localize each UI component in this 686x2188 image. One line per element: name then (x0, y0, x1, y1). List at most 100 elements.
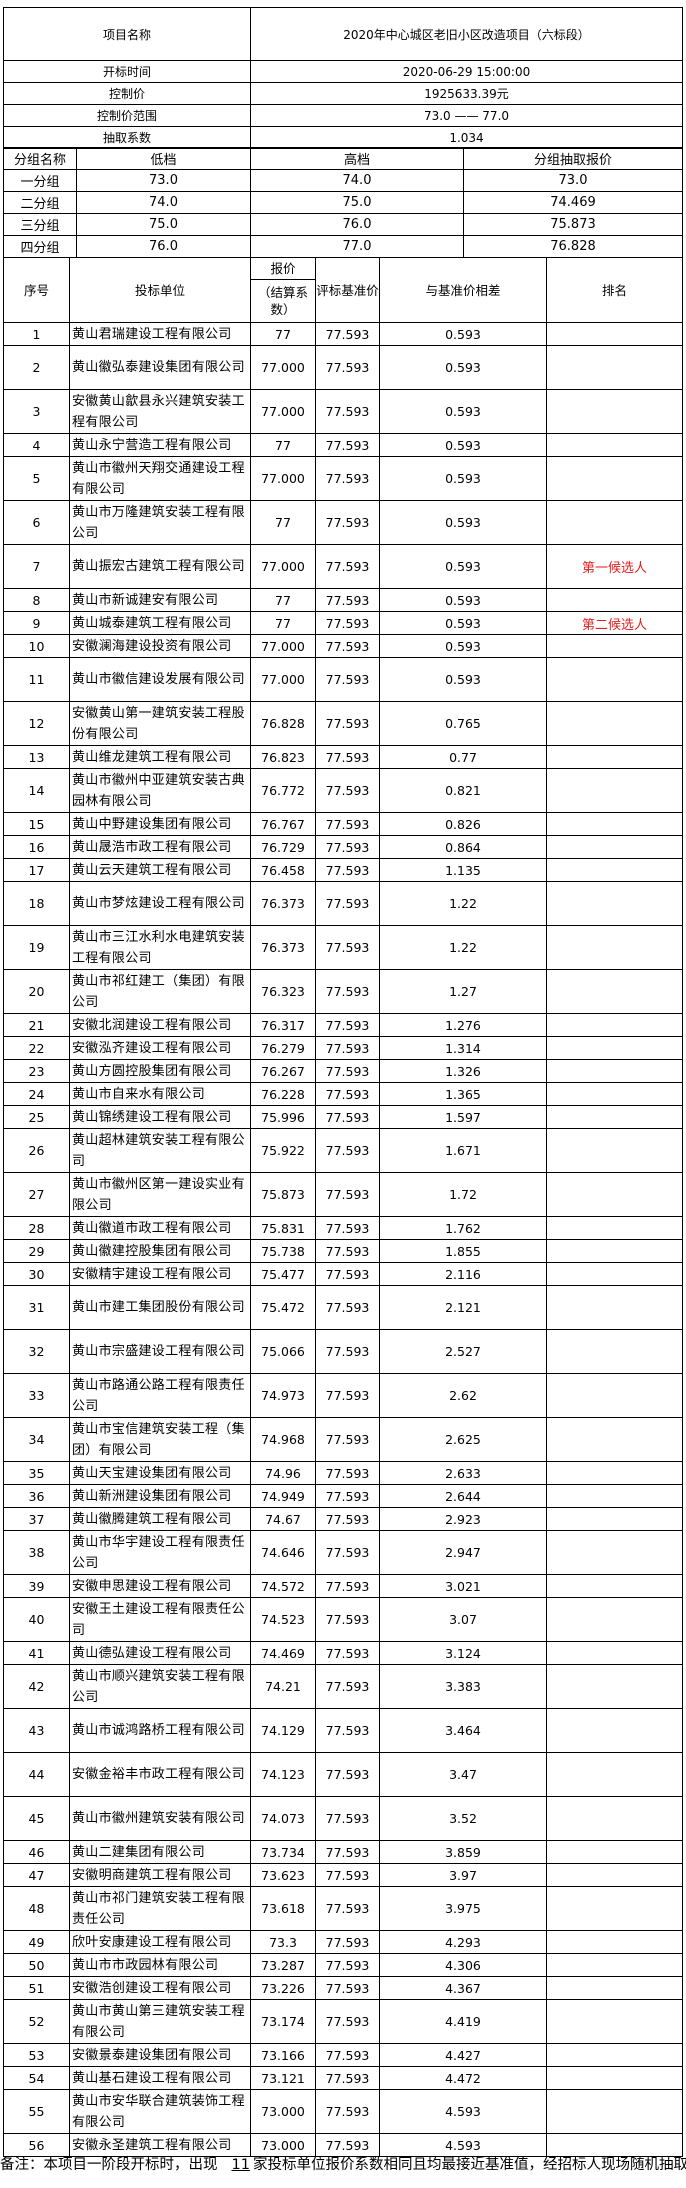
company-cell: 安徽浩创建设工程有限公司 (69, 1976, 251, 2000)
base-price-cell: 77.593 (315, 1863, 380, 1887)
difference-cell: 0.593 (379, 433, 547, 457)
difference-cell: 4.593 (379, 2133, 547, 2157)
base-price-cell: 77.593 (315, 1285, 380, 1330)
rank-cell (546, 1976, 683, 2000)
difference-cell: 1.365 (379, 1082, 547, 1106)
seq-cell: 23 (3, 1059, 70, 1083)
rank-cell (546, 1597, 683, 1642)
price-cell: 74.67 (250, 1507, 316, 1531)
difference-cell: 0.765 (379, 701, 547, 746)
seq-cell: 29 (3, 1239, 70, 1263)
company-cell: 黄山市市政园林有限公司 (69, 1953, 251, 1977)
rank-cell (546, 1417, 683, 1462)
price-cell: 77 (250, 322, 316, 346)
rank-cell: 第二候选人 (546, 611, 683, 635)
rank-cell (546, 701, 683, 746)
difference-cell: 0.593 (379, 588, 547, 612)
rank-cell (546, 1036, 683, 1060)
table-row: 54 黄山基石建设工程有限公司 73.121 77.593 4.472 (3, 2066, 683, 2090)
price-cell: 74.96 (250, 1461, 316, 1485)
company-cell: 黄山徽建控股集团有限公司 (69, 1239, 251, 1263)
low-tier: 74.0 (76, 191, 251, 214)
difference-cell: 2.923 (379, 1507, 547, 1531)
rank-cell (546, 389, 683, 434)
price-cell: 77.000 (250, 456, 316, 501)
base-price-cell: 77.593 (315, 588, 380, 612)
footnote-prefix: 备注：本项目一阶段开标时，出现 (0, 2157, 218, 2173)
price-cell: 75.066 (250, 1329, 316, 1374)
seq-cell: 2 (3, 345, 70, 390)
company-cell: 安徽王土建设工程有限责任公司 (69, 1597, 251, 1642)
table-row: 19 黄山市三江水利水电建筑安装工程有限公司 76.373 77.593 1.22 (3, 925, 683, 970)
base-price-cell: 77.593 (315, 1105, 380, 1129)
rank-cell (546, 1796, 683, 1841)
rank-cell (546, 1216, 683, 1240)
difference-cell: 0.593 (379, 500, 547, 545)
price-range-label: 控制价范围 (3, 104, 251, 127)
seq-cell: 36 (3, 1484, 70, 1508)
company-cell: 黄山市徽州中亚建筑安装古典园林有限公司 (69, 768, 251, 813)
company-cell: 安徽黄山歙县永兴建筑安装工程有限公司 (69, 389, 251, 434)
base-price-cell: 77.593 (315, 1664, 380, 1709)
footnote-suffix: 家投标单位报价系数相同且均最接近基准值，经招标人现场随机抽取确定 (252, 2157, 686, 2173)
high-tier: 76.0 (250, 213, 464, 236)
base-price-cell: 77.593 (315, 1329, 380, 1374)
difference-cell: 1.72 (379, 1172, 547, 1217)
price-cell: 77.000 (250, 345, 316, 390)
difference-cell: 0.864 (379, 835, 547, 859)
table-row: 36 黄山新洲建设集团有限公司 74.949 77.593 2.644 (3, 1484, 683, 1508)
table-row: 24 黄山市自来水有限公司 76.228 77.593 1.365 (3, 1082, 683, 1106)
bid-table: 序号 投标单位 报价 评标基准价 与基准价相差 排名 （结算系数） 1 黄山君瑞建… (3, 257, 683, 2157)
rank-cell (546, 1059, 683, 1083)
company-cell: 黄山市三江水利水电建筑安装工程有限公司 (69, 925, 251, 970)
group-price: 76.828 (463, 235, 683, 258)
footnote: 备注：本项目一阶段开标时，出现 11 家投标单位报价系数相同且均最接近基准值，经招标… (0, 2155, 686, 2175)
company-cell: 欣叶安康建设工程有限公司 (69, 1930, 251, 1954)
price-cell: 74.21 (250, 1664, 316, 1709)
company-cell: 安徽明商建筑工程有限公司 (69, 1863, 251, 1887)
price-cell: 77 (250, 433, 316, 457)
rank-cell (546, 1461, 683, 1485)
company-cell: 黄山市建工集团股份有限公司 (69, 1285, 251, 1330)
base-price-cell: 77.593 (315, 835, 380, 859)
company-cell: 黄山市祁红建工（集团）有限公司 (69, 969, 251, 1014)
seq-cell: 47 (3, 1863, 70, 1887)
company-cell: 安徽泓齐建设工程有限公司 (69, 1036, 251, 1060)
base-price-cell: 77.593 (315, 1840, 380, 1864)
table-row: 22 安徽泓齐建设工程有限公司 76.279 77.593 1.314 (3, 1036, 683, 1060)
group-price: 75.873 (463, 213, 683, 236)
price-cell: 73.3 (250, 1930, 316, 1954)
rank-cell (546, 1013, 683, 1037)
difference-cell: 0.593 (379, 634, 547, 658)
rank-cell (546, 456, 683, 501)
table-row: 43 黄山市诚鸿路桥工程有限公司 74.129 77.593 3.464 (3, 1708, 683, 1753)
footnote-count: 11 (231, 2157, 250, 2173)
seq-cell: 40 (3, 1597, 70, 1642)
price-cell: 75.472 (250, 1285, 316, 1330)
price-cell: 73.121 (250, 2066, 316, 2090)
seq-cell: 38 (3, 1530, 70, 1575)
difference-cell: 1.276 (379, 1013, 547, 1037)
table-row: 44 安徽金裕丰市政工程有限公司 74.123 77.593 3.47 (3, 1752, 683, 1797)
table-row: 28 黄山徽道市政工程有限公司 75.831 77.593 1.762 (3, 1216, 683, 1240)
rank-cell (546, 1752, 683, 1797)
price-cell: 75.996 (250, 1105, 316, 1129)
base-price-cell: 77.593 (315, 1484, 380, 1508)
rank-cell (546, 1262, 683, 1286)
base-price-cell: 77.593 (315, 1216, 380, 1240)
difference-cell: 2.116 (379, 1262, 547, 1286)
rank-cell (546, 500, 683, 545)
price-cell: 74.968 (250, 1417, 316, 1462)
table-row: 29 黄山徽建控股集团有限公司 75.738 77.593 1.855 (3, 1239, 683, 1263)
base-price-cell: 77.593 (315, 881, 380, 926)
table-row: 32 黄山市宗盛建设工程有限公司 75.066 77.593 2.527 (3, 1329, 683, 1374)
table-row: 37 黄山徽腾建筑工程有限公司 74.67 77.593 2.923 (3, 1507, 683, 1531)
base-price-cell: 77.593 (315, 925, 380, 970)
base-price-cell: 77.593 (315, 1461, 380, 1485)
company-cell: 黄山市黄山第三建筑安装工程有限公司 (69, 1999, 251, 2044)
price-cell: 77.000 (250, 544, 316, 589)
low-tier: 76.0 (76, 235, 251, 258)
difference-cell: 0.821 (379, 768, 547, 813)
open-time-value: 2020-06-29 15:00:00 (250, 60, 683, 83)
seq-cell: 55 (3, 2089, 70, 2134)
